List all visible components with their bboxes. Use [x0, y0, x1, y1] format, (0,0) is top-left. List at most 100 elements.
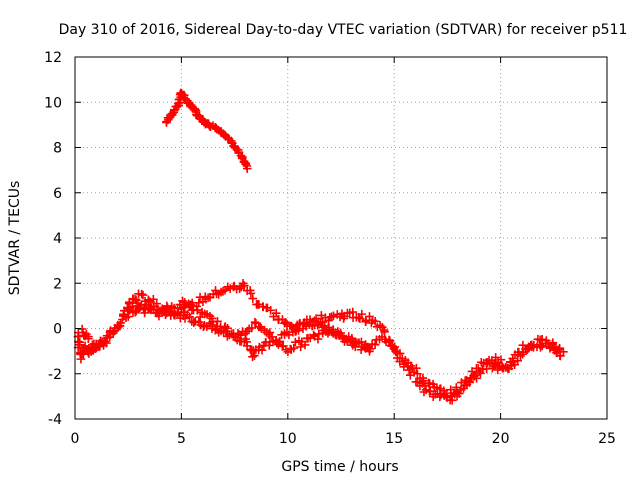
y-tick-labels: -4 -2 0 2 4 6 8 10 12	[44, 50, 62, 428]
data-point	[390, 342, 399, 352]
data-point	[380, 327, 389, 337]
data-point	[116, 318, 125, 328]
x-axis-label: GPS time / hours	[281, 459, 398, 475]
data-point	[77, 349, 87, 359]
data-point	[208, 320, 217, 330]
grid-lines	[75, 57, 607, 419]
data-point	[300, 340, 310, 350]
data-point	[472, 374, 481, 383]
x-tick-labels: 0 5 10 15 20 25	[71, 431, 616, 447]
data-point	[76, 354, 86, 364]
data-point	[556, 351, 565, 361]
data-point	[257, 345, 267, 355]
y-tick-label: -4	[48, 412, 62, 428]
x-tick-label: 25	[598, 431, 616, 447]
chart-title: Day 310 of 2016, Sidereal Day-to-day VTE…	[59, 22, 628, 38]
data-point	[467, 367, 477, 376]
data-point	[357, 309, 367, 319]
data-point	[271, 335, 281, 345]
data-point	[395, 349, 405, 358]
data-point	[409, 368, 419, 377]
data-point	[265, 328, 275, 337]
data-point	[221, 326, 231, 336]
y-tick-label: 6	[53, 186, 62, 202]
data-point	[496, 355, 506, 365]
data-point	[247, 323, 257, 333]
y-tick-label: 2	[53, 276, 62, 292]
x-tick-label: 15	[385, 431, 403, 447]
data-point	[242, 164, 252, 173]
data-point	[297, 337, 307, 347]
y-tick-label: -2	[48, 367, 62, 383]
data-point	[329, 311, 338, 321]
data-point	[266, 306, 275, 315]
data-point	[185, 300, 194, 310]
data-point	[305, 315, 315, 324]
y-tick-label: 4	[53, 231, 62, 247]
data-point	[370, 340, 380, 349]
series-high-arc	[162, 88, 252, 173]
data-point	[140, 308, 149, 318]
data-point	[184, 299, 194, 309]
series-track-b	[77, 296, 565, 405]
data-point	[191, 317, 200, 326]
data-point	[491, 353, 500, 362]
data-point	[267, 332, 277, 342]
data-point	[518, 340, 528, 350]
y-tick-label: 0	[53, 322, 62, 338]
data-point	[291, 325, 301, 335]
data-point	[275, 337, 285, 346]
data-point	[296, 342, 305, 352]
data-point	[250, 351, 259, 360]
data-point	[195, 312, 205, 322]
data-point	[137, 289, 146, 299]
data-point	[149, 294, 158, 304]
data-point	[485, 358, 494, 368]
data-point	[309, 330, 318, 340]
x-tick-label: 20	[492, 431, 510, 447]
data-point	[338, 332, 347, 342]
data-point	[370, 316, 380, 326]
data-point	[154, 311, 164, 321]
data-point	[454, 389, 464, 398]
data-point	[271, 308, 281, 318]
data-point	[301, 322, 311, 331]
data-point	[250, 317, 260, 327]
y-axis-label: SDTVAR / TECUs	[7, 181, 23, 296]
data-point	[501, 362, 511, 372]
data-point	[239, 281, 249, 290]
data-point	[548, 339, 557, 349]
data-point	[313, 334, 323, 344]
data-point	[404, 365, 414, 375]
x-tick-label: 0	[71, 431, 80, 447]
data-point	[194, 298, 204, 308]
data-point	[542, 336, 551, 345]
data-point	[529, 340, 539, 350]
data-point	[185, 312, 195, 322]
y-tick-label: 12	[44, 50, 62, 66]
x-tick-label: 5	[177, 431, 186, 447]
data-point	[258, 302, 268, 312]
data-point	[138, 290, 148, 300]
axis-ticks	[74, 56, 608, 420]
data-point	[161, 310, 170, 320]
data-point	[513, 356, 522, 366]
data-point	[465, 378, 475, 387]
data-point	[365, 346, 374, 356]
data-point	[403, 361, 412, 371]
data-point	[289, 343, 299, 353]
data-point	[413, 369, 422, 379]
y-tick-label: 8	[53, 141, 62, 157]
data-point	[179, 303, 188, 312]
series-track-c	[123, 303, 374, 357]
data-point	[193, 306, 202, 315]
data-point	[248, 294, 258, 303]
data-point	[75, 340, 84, 350]
data-point	[518, 347, 527, 357]
data-point	[123, 312, 133, 321]
data-point	[447, 396, 457, 405]
data-point	[391, 347, 401, 357]
data-point	[426, 386, 435, 396]
data-point	[352, 338, 362, 348]
